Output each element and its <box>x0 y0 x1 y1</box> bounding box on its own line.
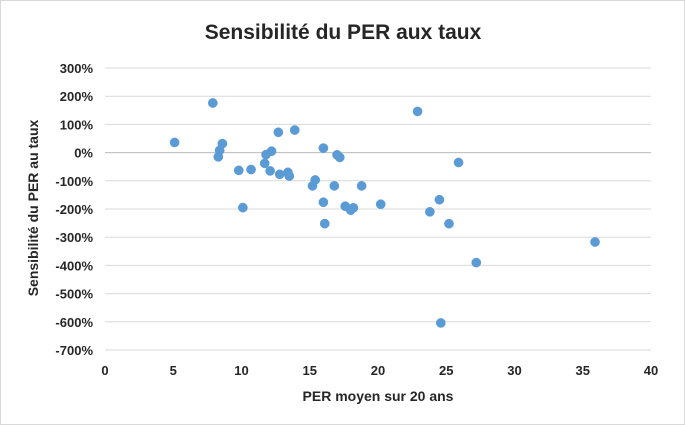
data-point <box>318 197 329 208</box>
y-tick-label: -200% <box>55 202 93 217</box>
data-point <box>274 169 285 180</box>
y-tick-label: 100% <box>60 117 94 132</box>
data-point <box>289 125 300 135</box>
x-tick-label: 35 <box>576 363 590 378</box>
data-point <box>318 143 329 153</box>
data-point <box>169 137 180 148</box>
data-point <box>356 181 367 191</box>
x-tick-label: 15 <box>303 363 317 378</box>
y-tick-label: -700% <box>55 343 93 358</box>
chart-title: Sensibilité du PER aux taux <box>205 21 482 44</box>
x-axis-ticks: 0 5 10 15 20 25 30 35 40 <box>101 363 658 378</box>
data-point <box>319 218 330 229</box>
y-tick-label: -300% <box>55 230 93 245</box>
data-point <box>246 164 256 175</box>
data-point <box>334 152 345 163</box>
gridlines <box>105 67 651 351</box>
data-point <box>217 138 228 149</box>
data-point <box>471 257 482 268</box>
x-tick-label: 25 <box>439 363 453 378</box>
x-axis-title: PER moyen sur 20 ans <box>303 388 454 404</box>
x-tick-label: 30 <box>507 363 521 378</box>
data-point <box>434 194 445 205</box>
data-point <box>310 175 321 185</box>
data-point <box>425 206 435 217</box>
data-point <box>412 106 423 117</box>
y-tick-label: -400% <box>55 258 93 273</box>
data-point <box>273 127 284 138</box>
y-axis-title: Sensibilité du PER au taux <box>25 119 41 296</box>
x-tick-label: 5 <box>170 363 177 378</box>
data-point <box>265 166 276 176</box>
y-tick-label: 0% <box>74 146 93 161</box>
data-point <box>266 146 277 157</box>
x-tick-label: 40 <box>644 363 658 378</box>
y-tick-label: -600% <box>55 315 93 330</box>
data-point <box>348 203 359 213</box>
data-point <box>590 237 600 247</box>
y-tick-label: -100% <box>55 174 93 189</box>
y-axis-ticks: 300% 200% 100% 0% -100% -200% -300% -400% -500% -… <box>55 61 93 358</box>
data-point <box>329 181 340 191</box>
data-point <box>238 202 248 213</box>
y-tick-label: 300% <box>60 61 94 76</box>
y-tick-label: -500% <box>55 287 93 302</box>
data-point <box>259 158 270 169</box>
x-tick-label: 10 <box>234 363 248 378</box>
data-point <box>207 98 218 108</box>
data-point <box>444 218 454 229</box>
data-point <box>435 318 446 328</box>
x-tick-label: 20 <box>371 363 385 378</box>
data-point <box>453 157 464 168</box>
data-points <box>169 98 600 328</box>
data-point <box>375 199 386 210</box>
data-point <box>233 165 244 176</box>
y-tick-label: 200% <box>60 89 94 104</box>
x-tick-label: 0 <box>101 363 108 378</box>
data-point <box>284 171 295 181</box>
